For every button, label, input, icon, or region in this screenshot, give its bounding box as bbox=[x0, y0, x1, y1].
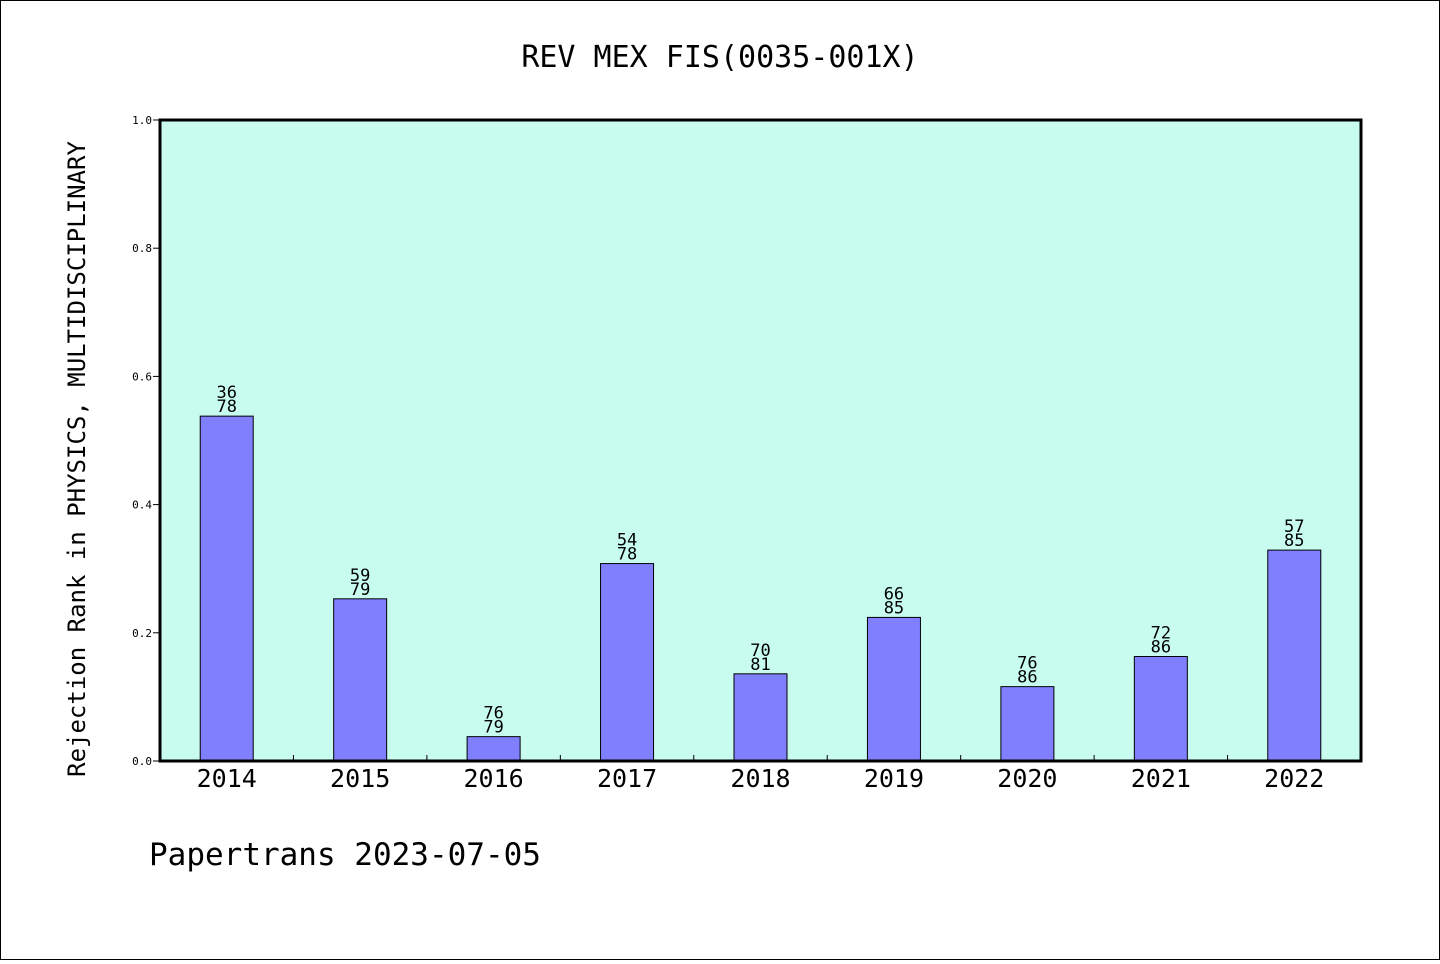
footer-credit: Papertrans 2023-07-05 bbox=[149, 837, 541, 873]
bar-total-label: 85 bbox=[884, 598, 904, 618]
bar-2014 bbox=[199, 415, 254, 762]
y-axis-label: Rejection Rank in PHYSICS, MULTIDISCIPLI… bbox=[63, 141, 91, 777]
bar-total-label: 86 bbox=[1151, 638, 1171, 658]
x-tick-label: 2022 bbox=[1264, 764, 1324, 793]
bar-2020 bbox=[1000, 686, 1055, 762]
y-tick-label: 0.2 bbox=[132, 627, 152, 640]
bar-rank-label: 76 bbox=[1017, 654, 1037, 674]
y-tick-label: 0.4 bbox=[132, 499, 152, 512]
bar-total-label: 81 bbox=[750, 655, 770, 675]
bar-rank-label: 36 bbox=[216, 383, 236, 403]
x-tick-label: 2017 bbox=[597, 764, 657, 793]
bar-total-label: 78 bbox=[216, 397, 236, 417]
bar-total-label: 86 bbox=[1017, 668, 1037, 688]
bar-total-label: 79 bbox=[483, 718, 503, 738]
y-axis: 0.0 0.2 0.4 0.6 0.8 1.0 bbox=[132, 114, 160, 768]
x-tick-label: 2020 bbox=[997, 764, 1057, 793]
bar-2018 bbox=[733, 673, 788, 762]
bar-total-label: 78 bbox=[617, 545, 637, 565]
chart-title: REV MEX FIS(0035-001X) bbox=[521, 40, 918, 75]
bar-2015 bbox=[333, 598, 388, 762]
y-tick-label: 0.0 bbox=[132, 755, 152, 768]
x-tick-label: 2016 bbox=[464, 764, 524, 793]
bar-rank-label: 57 bbox=[1284, 517, 1304, 537]
plot-border bbox=[158, 118, 1363, 763]
bar-rank-label: 59 bbox=[350, 566, 370, 586]
bar-2022 bbox=[1267, 549, 1322, 762]
bar-rank-label: 54 bbox=[617, 531, 637, 551]
x-tick-label: 2021 bbox=[1131, 764, 1191, 793]
x-tick-label: 2019 bbox=[864, 764, 924, 793]
bar-rank-label: 76 bbox=[483, 704, 503, 724]
y-tick-label: 1.0 bbox=[132, 114, 152, 127]
bar-total-label: 85 bbox=[1284, 531, 1304, 551]
y-tick-label: 0.6 bbox=[132, 370, 152, 383]
x-tick-label: 2014 bbox=[197, 764, 257, 793]
x-axis: 2014 2015 2016 2017 2018 2019 2020 2021 2022 bbox=[197, 755, 1324, 793]
y-tick-label: 0.8 bbox=[132, 242, 152, 255]
bar-rank-label: 72 bbox=[1151, 624, 1171, 644]
bar-2019 bbox=[866, 616, 921, 762]
x-tick-label: 2018 bbox=[730, 764, 790, 793]
bar-total-label: 79 bbox=[350, 580, 370, 600]
bar-2016 bbox=[466, 736, 521, 762]
bar-2017 bbox=[600, 563, 655, 762]
bar-2021 bbox=[1133, 656, 1188, 762]
bar-rank-label: 66 bbox=[884, 584, 904, 604]
bar-rank-label: 70 bbox=[750, 641, 770, 661]
x-tick-label: 2015 bbox=[330, 764, 390, 793]
